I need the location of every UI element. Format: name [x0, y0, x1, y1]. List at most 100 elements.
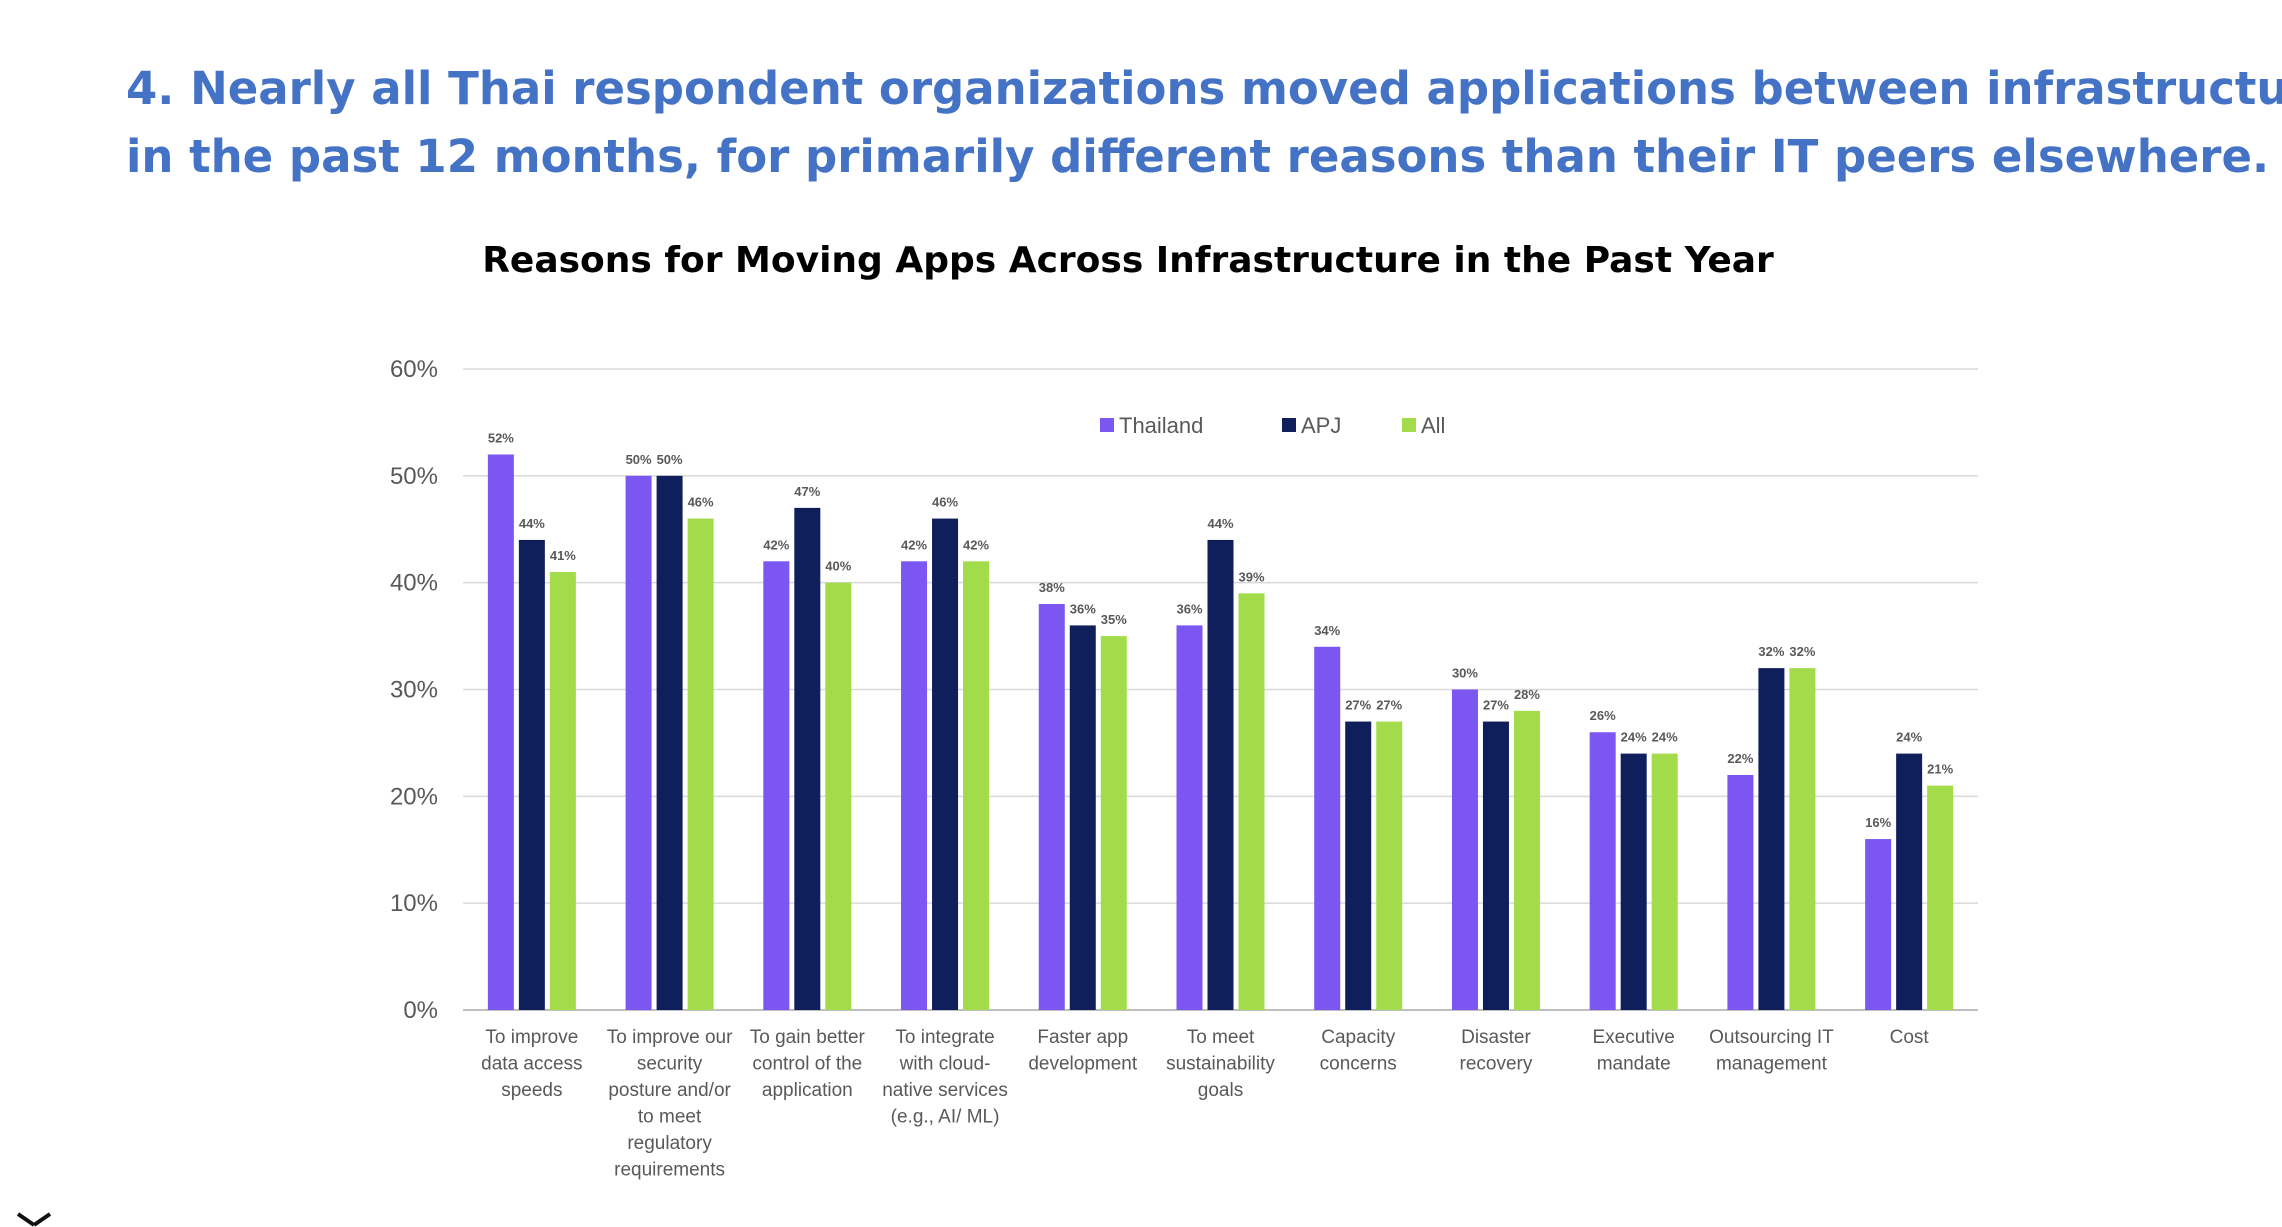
data-label: 46% [688, 495, 714, 510]
y-tick-label: 50% [390, 463, 438, 490]
data-label: 52% [488, 430, 514, 445]
bar-apj [794, 507, 821, 1010]
data-label: 16% [1865, 815, 1891, 830]
bar-all [1376, 721, 1403, 1010]
legend-swatch-thailand [1100, 418, 1114, 432]
bar-thailand [1314, 646, 1341, 1010]
data-label: 42% [963, 537, 989, 552]
data-label: 50% [626, 452, 652, 467]
bar-apj [1207, 539, 1234, 1010]
data-label: 24% [1896, 730, 1922, 745]
x-tick-label: To improve our security posture and/or to m… [607, 1027, 733, 1181]
x-tick-label: To improve data access speeds [481, 1027, 582, 1101]
data-label: 46% [932, 495, 958, 510]
x-tick-label: Capacity concerns [1320, 1027, 1397, 1075]
data-label: 40% [825, 559, 851, 574]
y-tick-label: 10% [390, 890, 438, 917]
bar-thailand [763, 561, 790, 1010]
x-tick-label: To meet sustainability goals [1166, 1027, 1275, 1101]
data-label: 44% [1207, 516, 1233, 531]
data-label: 32% [1789, 644, 1815, 659]
bar-thailand [1865, 839, 1892, 1010]
bar-thailand [1727, 774, 1754, 1010]
data-label: 21% [1927, 762, 1953, 777]
legend-label-thailand: Thailand [1119, 413, 1203, 438]
data-label: 39% [1238, 569, 1264, 584]
data-label: 42% [901, 537, 927, 552]
bar-apj [932, 518, 959, 1010]
bar-apj [1482, 721, 1509, 1010]
data-label: 35% [1101, 612, 1127, 627]
data-label: 27% [1483, 698, 1509, 713]
bar-apj [1069, 625, 1096, 1010]
bar-thailand [901, 561, 928, 1010]
data-labels: 52% 50% 42% 42% 38% 36% 34% 30% 26% 22% 16% 44% 50% 4… [488, 430, 1954, 830]
x-tick-label: Executive mandate [1592, 1027, 1674, 1075]
bar-apj [1896, 753, 1923, 1010]
data-label: 36% [1176, 601, 1202, 616]
data-label: 47% [794, 484, 820, 499]
x-tick-label: To integrate with cloud-native services (e… [882, 1027, 1008, 1128]
data-label: 26% [1590, 708, 1616, 723]
bar-thailand [1589, 732, 1616, 1010]
bar-all [549, 571, 576, 1010]
data-label: 30% [1452, 666, 1478, 681]
data-label: 36% [1070, 601, 1096, 616]
data-label: 24% [1652, 730, 1678, 745]
bar-all [1513, 710, 1540, 1010]
data-label: 22% [1727, 751, 1753, 766]
y-tick-label: 0% [403, 997, 438, 1024]
x-tick-label: Disaster recovery [1460, 1027, 1533, 1075]
x-tick-label: To gain better control of the application [750, 1027, 866, 1101]
legend-label-all: All [1421, 413, 1445, 438]
bar-thailand [625, 475, 652, 1010]
data-label: 27% [1376, 698, 1402, 713]
data-label: 42% [763, 537, 789, 552]
y-tick-label: 40% [390, 570, 438, 597]
legend: Thailand APJ All [1100, 413, 1445, 438]
x-axis: To improve data access speeds To improve ou… [481, 1027, 1929, 1181]
bar-apj [656, 475, 683, 1010]
data-label: 38% [1039, 580, 1065, 595]
bar-all [1927, 785, 1954, 1010]
bar-all [1651, 753, 1678, 1010]
bar-thailand [1451, 689, 1478, 1010]
bar-apj [1345, 721, 1372, 1010]
y-tick-label: 20% [390, 783, 438, 810]
headline-line-1: 4. Nearly all Thai respondent organizati… [126, 62, 2282, 115]
data-label: 32% [1758, 644, 1784, 659]
x-tick-label: Faster app development [1028, 1027, 1138, 1075]
y-tick-label: 60% [390, 356, 438, 383]
y-axis: 0% 10% 20% 30% 40% 50% 60% [390, 356, 438, 1024]
bars [487, 454, 1954, 1010]
bar-apj [518, 539, 545, 1010]
bar-thailand [487, 454, 514, 1010]
bar-all [963, 561, 990, 1010]
slide-headline: 4. Nearly all Thai respondent organizati… [126, 55, 2282, 191]
headline-line-2: in the past 12 months, for primarily dif… [126, 130, 2270, 183]
bar-all [1789, 668, 1816, 1010]
bar-all [687, 518, 714, 1010]
x-tick-label: Cost [1890, 1027, 1930, 1048]
data-label: 27% [1345, 698, 1371, 713]
y-tick-label: 30% [390, 677, 438, 704]
data-label: 50% [657, 452, 683, 467]
legend-swatch-all [1402, 418, 1416, 432]
data-label: 28% [1514, 687, 1540, 702]
logo-mark-icon [16, 1212, 52, 1227]
x-tick-label: Outsourcing IT management [1709, 1027, 1834, 1075]
bar-thailand [1038, 604, 1065, 1010]
data-label: 24% [1621, 730, 1647, 745]
bar-all [1100, 636, 1127, 1010]
bar-thailand [1176, 625, 1203, 1010]
chart-title: Reasons for Moving Apps Across Infrastru… [482, 240, 1774, 281]
bar-all [825, 582, 852, 1010]
legend-swatch-apj [1282, 418, 1296, 432]
bar-apj [1758, 668, 1785, 1010]
data-label: 34% [1314, 623, 1340, 638]
data-label: 44% [519, 516, 545, 531]
bar-all [1238, 593, 1265, 1010]
legend-label-apj: APJ [1301, 413, 1341, 438]
bar-apj [1620, 753, 1647, 1010]
